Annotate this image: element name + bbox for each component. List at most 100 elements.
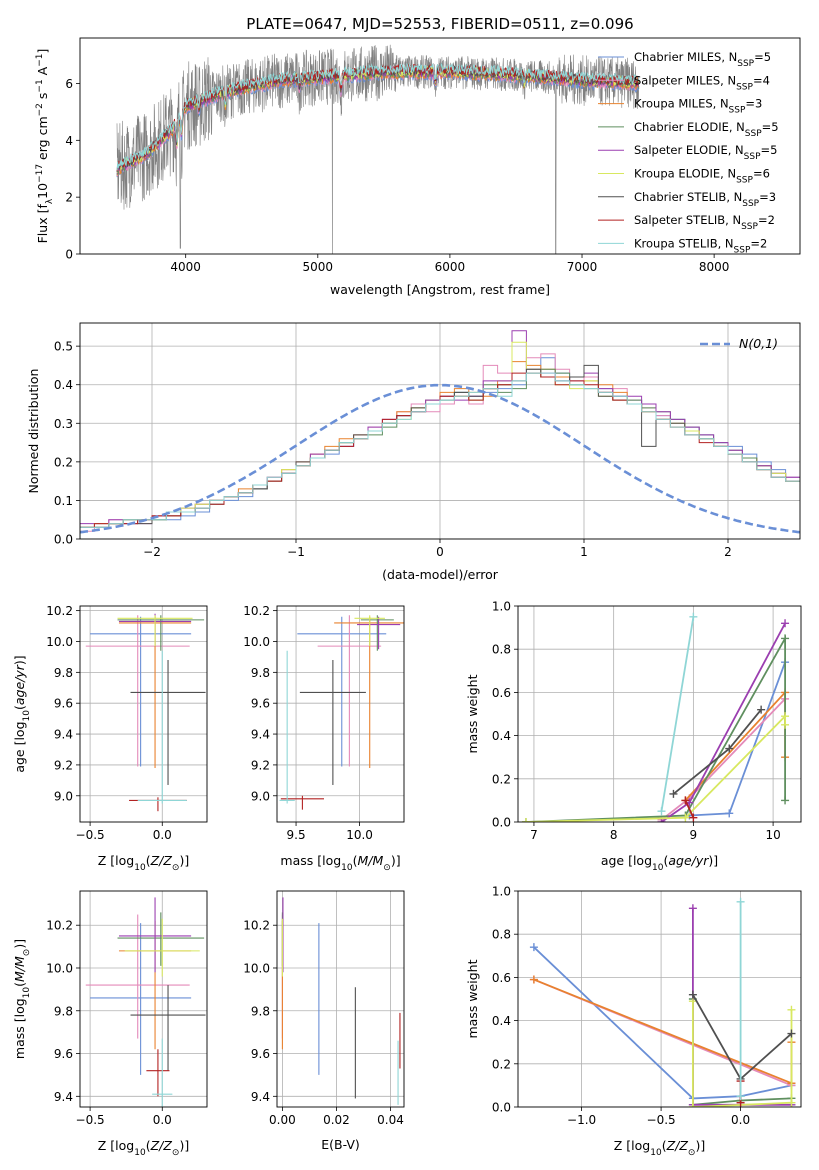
weight-line: [684, 800, 695, 819]
mass_vs_Z-ytick-label: 9.8: [54, 1004, 73, 1018]
weight_vs_Z-ytick-label: 0.6: [492, 971, 511, 985]
errorbar-point: [118, 897, 192, 973]
age_vs_mass-ytick-label: 9.4: [251, 728, 270, 742]
weight_vs_age-frame: 7 8 9 10 0.0 0.2 0.4 0.6 0.8 1.0 age [log10(age/yr…: [465, 600, 802, 873]
spectrum-ytick-label: 6: [65, 77, 73, 91]
age_vs_Z-ytick-label: 9.8: [54, 666, 73, 680]
mass_vs_EBV-ytick-label: 9.8: [251, 1004, 270, 1018]
weight-marker: [725, 809, 734, 818]
weight_vs_age-ytick-label: 0.0: [492, 816, 511, 830]
weight-marker: [669, 789, 678, 798]
weight_vs_age-plot-area: [518, 606, 801, 822]
errorbar-point: [90, 616, 192, 767]
residuals-xtick-label: 0: [436, 545, 444, 559]
mass_vs_Z-axes: −0.5 0.0 9.4 9.6 9.8 10.0 10.2 Z [log10(Z/Z⊙)] m…: [12, 890, 208, 1158]
errorbar-point: [317, 615, 382, 767]
age_vs_mass-ytick-label: 9.0: [251, 789, 270, 803]
age_vs_Z-ytick-label: 9.6: [54, 697, 73, 711]
errorbar-point: [152, 1038, 173, 1107]
weight-marker: [781, 712, 790, 721]
age_vs_mass-xtick-label: 10.0: [346, 828, 373, 842]
errorbar-point: [130, 660, 206, 785]
age-vs-mass-xlabel: mass [log10(M/M⊙)]: [280, 853, 400, 873]
errorbar-point: [90, 923, 192, 1075]
weight_vs_age-ytick-label: 0.6: [492, 686, 511, 700]
mass_vs_Z-ytick-label: 9.6: [54, 1047, 73, 1061]
errorbar-point: [129, 797, 187, 812]
errorbar-point: [297, 616, 387, 767]
residuals-ytick-label: 0.5: [54, 340, 73, 354]
age_vs_Z-ytick-label: 9.2: [54, 758, 73, 772]
weight-marker: [688, 990, 697, 999]
weight_vs_Z-ytick-label: 0.8: [492, 928, 511, 942]
weight-marker: [689, 813, 698, 822]
weight-vs-age-ylabel: mass weight: [465, 674, 480, 753]
weight_vs_Z-border: [517, 890, 802, 1108]
weight-marker: [529, 943, 538, 952]
errorbar-point: [117, 615, 193, 647]
weight_vs_Z-ytick-label: 0.0: [492, 1101, 511, 1115]
figure-title: PLATE=0647, MJD=52553, FIBERID=0511, z=0…: [246, 15, 633, 33]
weight-marker: [781, 619, 790, 628]
age_vs_Z-border: [79, 605, 208, 823]
weight-line: [660, 616, 695, 812]
weight-marker: [529, 975, 538, 984]
weight-marker: [521, 818, 530, 822]
age_vs_mass-axes: 9.5 10.0 9.0 9.2 9.4 9.6 9.8 10.0 10.2 mass [log1…: [243, 604, 405, 873]
weight-marker: [757, 705, 766, 714]
weight_vs_Z-axes: −1.0 −0.5 0.0 0.0 0.2 0.4 0.6 0.8 1.0 Z [log10(Z/…: [465, 885, 802, 1158]
errorbar-point: [85, 914, 190, 1039]
age_vs_mass-xtick-label: 9.5: [287, 828, 306, 842]
weight_vs_age-xtick-label: 10: [765, 828, 780, 842]
weight_vs_Z-xtick-label: −0.5: [647, 1113, 676, 1127]
age_vs_Z-ytick-label: 9.0: [54, 789, 73, 803]
weight-line: [660, 622, 786, 822]
weight_vs_age-xtick-label: 8: [610, 828, 618, 842]
spectrum-model-line: [116, 62, 640, 171]
weight_vs_Z-plot-area: [518, 891, 801, 1107]
errorbar-point: [137, 650, 187, 804]
mass_vs_Z-ytick-label: 10.2: [46, 919, 73, 933]
weight-line: [533, 946, 792, 1100]
errorbar-point: [299, 660, 366, 785]
mass-vs-ebv-xlabel: E(B-V): [321, 1137, 360, 1152]
weight-marker: [781, 720, 790, 729]
weight_vs_Z-ytick-label: 1.0: [492, 885, 511, 899]
weight-line: [692, 908, 792, 1106]
residuals-ytick-label: 0.4: [54, 378, 73, 392]
age-vs-z-ylabel: age [log10(age/yr)]: [12, 655, 32, 772]
residuals-xtick-label: −1: [287, 545, 305, 559]
weight-marker: [681, 813, 690, 822]
mass_vs_EBV-xtick-label: 0.00: [269, 1113, 296, 1127]
weight_vs_age-ytick-label: 0.4: [492, 729, 511, 743]
age_vs_Z-frame: −0.5 0.0 9.0 9.2 9.4 9.6 9.8 10.0 10.2 Z [log10(Z…: [12, 604, 208, 873]
errorbar-point: [124, 918, 200, 977]
legend-label: Chabrier STELIB, NSSP=3: [634, 190, 776, 209]
age_vs_mass-plot-area: [277, 606, 404, 822]
residuals-frame: −2 −1 0 1 2 0.0 0.1 0.2 0.3 0.4 0.5 N(0,1) (data-mod…: [26, 322, 801, 582]
weight-line: [692, 994, 793, 1081]
weight-line: [525, 713, 786, 822]
gaussian-legend-label: N(0,1): [739, 336, 778, 351]
legend-label: Kroupa STELIB, NSSP=2: [634, 236, 767, 255]
weight_vs_Z-xtick-label: −1.0: [567, 1113, 596, 1127]
errorbar-point: [117, 615, 205, 651]
age_vs_mass-ytick-label: 10.2: [243, 604, 270, 618]
weight_vs_age-ytick-label: 0.8: [492, 643, 511, 657]
weight_vs_Z-ytick-label: 0.4: [492, 1014, 511, 1028]
age_vs_Z-plot-area: [80, 606, 207, 822]
residuals-xtick-label: −2: [143, 545, 161, 559]
residuals-ylabel: Normed distribution: [26, 369, 41, 494]
spectrum-border: [79, 37, 801, 255]
mass_vs_Z-ytick-label: 9.4: [54, 1090, 73, 1104]
mass_vs_Z-xtick-label: −0.5: [76, 1113, 105, 1127]
weight-line: [684, 690, 786, 802]
errorbar-point: [280, 795, 324, 810]
weight-line: [525, 634, 786, 822]
spectrum-ytick-label: 0: [65, 248, 73, 262]
mass_vs_EBV-ytick-label: 9.4: [251, 1090, 270, 1104]
legend-label: Kroupa ELODIE, NSSP=6: [634, 167, 770, 186]
weight-marker: [787, 1029, 796, 1038]
mass_vs_EBV-xtick-label: 0.02: [323, 1113, 350, 1127]
errorbar-point: [130, 985, 206, 1071]
